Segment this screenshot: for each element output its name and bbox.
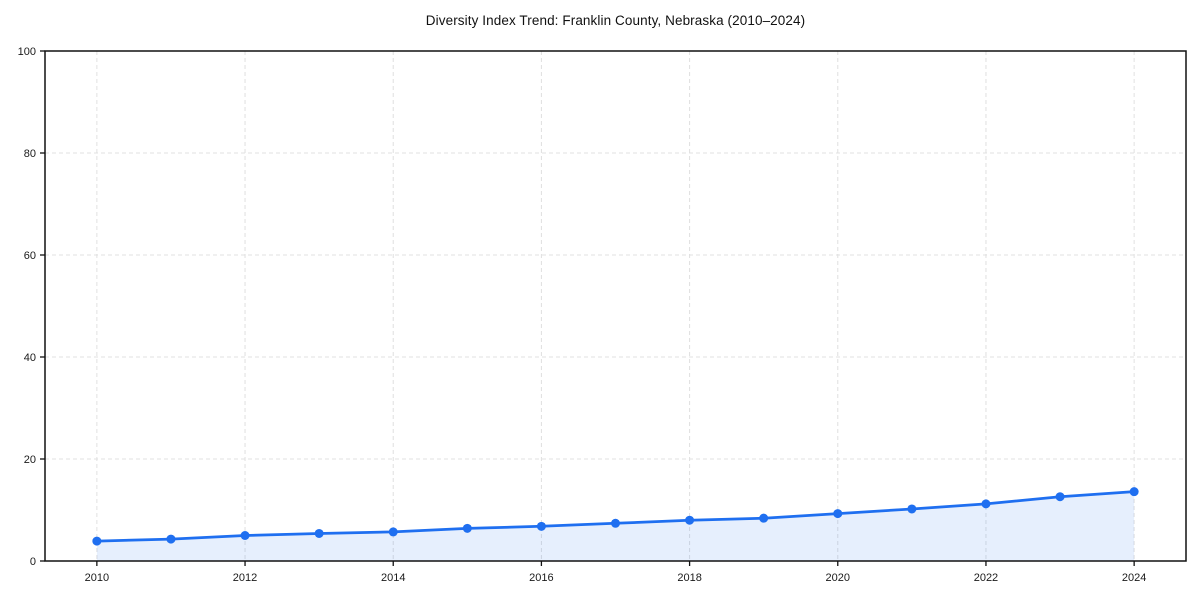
plot-border — [44, 50, 1187, 562]
x-tick-label: 2012 — [233, 572, 257, 584]
x-tick-label: 2024 — [1122, 572, 1146, 584]
data-point-marker — [981, 499, 991, 509]
data-point-marker — [536, 521, 546, 531]
y-tick-label: 80 — [24, 148, 36, 160]
x-tick-label: 2016 — [529, 572, 553, 584]
data-point-marker — [759, 513, 769, 523]
data-point-marker — [314, 528, 324, 538]
x-tick-label: 2014 — [381, 572, 405, 584]
data-point-marker — [833, 509, 843, 519]
y-tick-label: 60 — [24, 250, 36, 262]
data-point-marker — [1129, 487, 1139, 497]
y-tick-label: 0 — [30, 556, 36, 568]
y-tick-label: 20 — [24, 454, 36, 466]
data-point-marker — [611, 518, 620, 528]
data-point-marker — [907, 504, 917, 514]
x-tick-label: 2018 — [677, 572, 701, 584]
x-tick-label: 2010 — [85, 572, 109, 584]
chart-title: Diversity Index Trend: Franklin County, … — [425, 13, 806, 28]
data-point-marker — [92, 536, 102, 546]
data-point-marker — [462, 523, 472, 533]
x-tick-label: 2020 — [826, 572, 850, 584]
data-point-marker — [166, 534, 176, 544]
data-point-marker — [240, 531, 250, 540]
x-tick-label: 2022 — [974, 572, 998, 584]
y-tick-label: 100 — [18, 46, 36, 58]
data-point-marker — [1055, 492, 1065, 502]
data-point-marker — [685, 515, 695, 525]
data-point-marker — [388, 527, 398, 537]
y-tick-label: 40 — [24, 352, 36, 364]
